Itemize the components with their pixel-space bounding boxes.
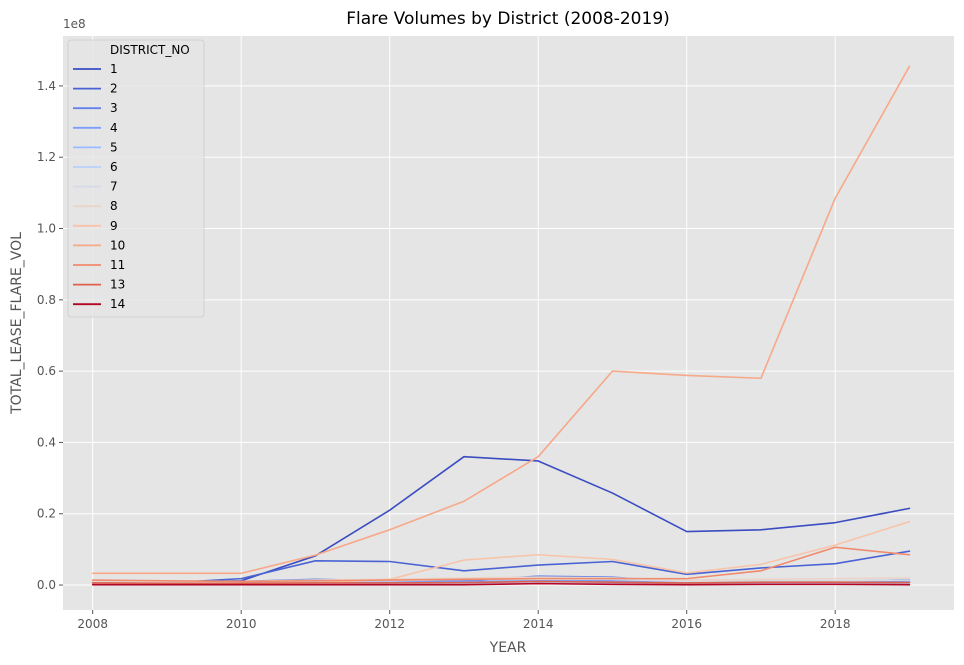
y-tick-label: 1.4: [37, 79, 56, 93]
y-axis-ticks: 0.0 0.2 0.4 0.6 0.8 1.0 1.2 1.4: [37, 79, 63, 592]
y-offset-label: 1e8: [63, 17, 86, 31]
x-tick-label: 2010: [226, 617, 257, 631]
x-axis-ticks: 2008 2010 2012 2014 2016 2018: [77, 610, 850, 631]
legend-label-district-9: 9: [110, 219, 118, 233]
series-line-district-11: [91, 546, 911, 583]
legend-label-district-2: 2: [110, 82, 118, 96]
legend-label-district-4: 4: [110, 121, 118, 135]
series-line-district-10: [91, 65, 911, 575]
legend-label-district-6: 6: [110, 160, 118, 174]
y-tick-label: 0.2: [37, 507, 56, 521]
legend-label-district-8: 8: [110, 199, 118, 213]
x-tick-label: 2008: [77, 617, 108, 631]
series-line-district-14: [91, 582, 911, 586]
series-line-district-13: [91, 580, 911, 585]
legend-label-district-3: 3: [110, 101, 118, 115]
y-tick-label: 0.4: [37, 435, 56, 449]
series-lines: [91, 65, 911, 586]
x-tick-label: 2012: [374, 617, 405, 631]
legend-label-district-7: 7: [110, 180, 118, 194]
x-tick-label: 2018: [820, 617, 851, 631]
grid-lines: [63, 36, 954, 610]
x-tick-label: 2016: [671, 617, 702, 631]
legend-items: 1 2 3 4 5 6 7 8 9 10 11 13 14: [73, 62, 125, 311]
y-tick-label: 0.0: [37, 578, 56, 592]
legend-label-district-10: 10: [110, 238, 125, 252]
y-tick-label: 1.0: [37, 222, 56, 236]
y-tick-label: 0.6: [37, 364, 56, 378]
legend-label-district-14: 14: [110, 297, 125, 311]
y-tick-label: 0.8: [37, 293, 56, 307]
x-tick-label: 2014: [523, 617, 554, 631]
legend-label-district-1: 1: [110, 62, 118, 76]
legend-label-district-11: 11: [110, 258, 125, 272]
legend: DISTRICT_NO 1 2 3 4 5 6 7 8 9 10 11 13 14: [67, 39, 205, 318]
x-axis-label: YEAR: [489, 640, 527, 656]
plot-background: [63, 36, 954, 610]
legend-label-district-13: 13: [110, 278, 125, 292]
legend-label-district-5: 5: [110, 140, 118, 154]
chart-title: Flare Volumes by District (2008-2019): [346, 9, 670, 29]
y-tick-label: 1.2: [37, 150, 56, 164]
legend-box: [67, 39, 205, 318]
legend-title: DISTRICT_NO: [110, 43, 190, 57]
y-axis-label: TOTAL_LEASE_FLARE_VOL: [9, 232, 25, 415]
